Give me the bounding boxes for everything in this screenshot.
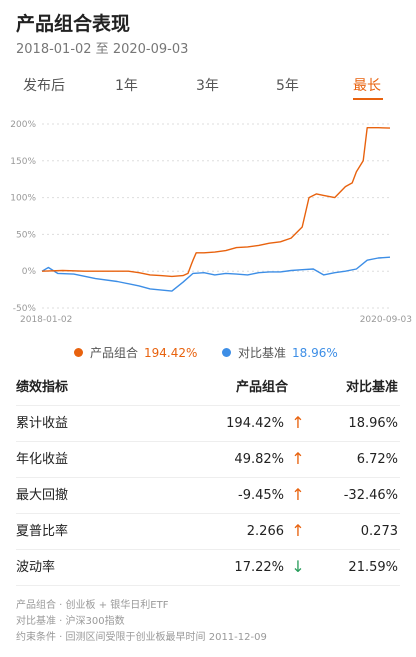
header: 产品组合表现 2018-01-02 至 2020-09-03 bbox=[16, 12, 188, 58]
table-header: 绩效指标 产品组合 对比基准 bbox=[16, 370, 400, 406]
performance-line-chart: 200% 150% 100% 50% 0% -50%2018-01-02 2020-09-0… bbox=[10, 120, 412, 325]
y-tick-label: 100% bbox=[10, 194, 36, 204]
arrow-up-icon: ↑ bbox=[291, 413, 305, 432]
note-portfolio: 产品组合 · 创业板 + 银华日利ETF bbox=[16, 600, 169, 611]
benchmark-line bbox=[41, 256, 391, 292]
legend-benchmark-label: 对比基准 bbox=[238, 346, 287, 360]
tab-since-launch[interactable]: 发布后 bbox=[23, 78, 65, 94]
arrow-up-icon: ↑ bbox=[291, 485, 305, 504]
legend-portfolio-label: 产品组合 bbox=[90, 346, 139, 360]
chart-legend: 产品组合 194.42% 对比基准 18.96% bbox=[0, 344, 416, 362]
x-start-label: 2018-01-02 bbox=[20, 315, 72, 325]
portfolio-value: 49.82% bbox=[234, 452, 284, 467]
metric-name: 波动率 bbox=[16, 560, 56, 575]
legend-portfolio-value: 194.42% bbox=[144, 345, 198, 360]
portfolio-value: 194.42% bbox=[226, 416, 284, 431]
note-constraint: 约束条件 · 回测区间受限于创业板最早时间 2011-12-09 bbox=[16, 632, 267, 643]
portfolio-value: 17.22% bbox=[234, 560, 284, 575]
legend-portfolio: 产品组合 194.42% bbox=[74, 344, 197, 361]
metric-name: 年化收益 bbox=[16, 452, 69, 467]
table-row: 波动率 17.22% ↓ 21.59% bbox=[16, 550, 400, 586]
page-title: 产品组合表现 bbox=[16, 13, 131, 35]
header-benchmark: 对比基准 bbox=[345, 380, 398, 395]
arrow-down-icon: ↓ bbox=[291, 557, 305, 576]
table-row: 夏普比率 2.266 ↑ 0.273 bbox=[16, 514, 400, 550]
period-tabs: 发布后 1年 3年 5年 最长 bbox=[0, 76, 416, 100]
header-portfolio: 产品组合 bbox=[235, 380, 288, 395]
table-row: 年化收益 49.82% ↑ 6.72% bbox=[16, 442, 400, 478]
portfolio-line bbox=[41, 127, 391, 278]
y-tick-label: 0% bbox=[22, 267, 37, 277]
portfolio-value: 2.266 bbox=[246, 524, 284, 539]
portfolio-value: -9.45% bbox=[238, 488, 284, 503]
tab-1-year[interactable]: 1年 bbox=[115, 78, 138, 94]
x-end-label: 2020-09-03 bbox=[360, 315, 412, 325]
benchmark-value: 6.72% bbox=[356, 452, 398, 467]
table-row: 最大回撤 -9.45% ↑ -32.46% bbox=[16, 478, 400, 514]
y-tick-label: 200% bbox=[10, 120, 36, 130]
active-tab-indicator bbox=[353, 98, 383, 100]
tab-3-years[interactable]: 3年 bbox=[196, 78, 219, 94]
legend-benchmark-value: 18.96% bbox=[292, 345, 338, 360]
metric-name: 最大回撤 bbox=[16, 488, 69, 503]
date-range: 2018-01-02 至 2020-09-03 bbox=[16, 42, 189, 57]
footnotes: 产品组合 · 创业板 + 银华日利ETF 对比基准 · 沪深300指数 约束条件… bbox=[16, 598, 267, 646]
metric-name: 累计收益 bbox=[16, 416, 69, 431]
note-benchmark: 对比基准 · 沪深300指数 bbox=[16, 616, 125, 627]
y-tick-label: 150% bbox=[10, 157, 36, 167]
portfolio-dot-icon bbox=[74, 348, 83, 357]
legend-benchmark: 对比基准 18.96% bbox=[222, 344, 338, 361]
benchmark-dot-icon bbox=[222, 348, 231, 357]
arrow-up-icon: ↑ bbox=[291, 521, 305, 540]
benchmark-value: 0.273 bbox=[360, 524, 398, 539]
y-tick-label: -50% bbox=[13, 304, 37, 314]
tab-5-years[interactable]: 5年 bbox=[276, 78, 299, 94]
header-metric: 绩效指标 bbox=[16, 380, 69, 395]
arrow-up-icon: ↑ bbox=[291, 449, 305, 468]
benchmark-value: 18.96% bbox=[348, 416, 398, 431]
table-row: 累计收益 194.42% ↑ 18.96% bbox=[16, 406, 400, 442]
tab-max[interactable]: 最长 bbox=[353, 78, 381, 94]
benchmark-value: -32.46% bbox=[343, 488, 398, 503]
metrics-table: 绩效指标 产品组合 对比基准 累计收益 194.42% ↑ 18.96% 年化收… bbox=[16, 370, 400, 586]
y-tick-label: 50% bbox=[16, 230, 36, 240]
metric-name: 夏普比率 bbox=[16, 524, 69, 539]
benchmark-value: 21.59% bbox=[348, 560, 398, 575]
performance-chart: 200% 150% 100% 50% 0% -50% 2018-01-02 2020-09-0… bbox=[0, 110, 416, 330]
